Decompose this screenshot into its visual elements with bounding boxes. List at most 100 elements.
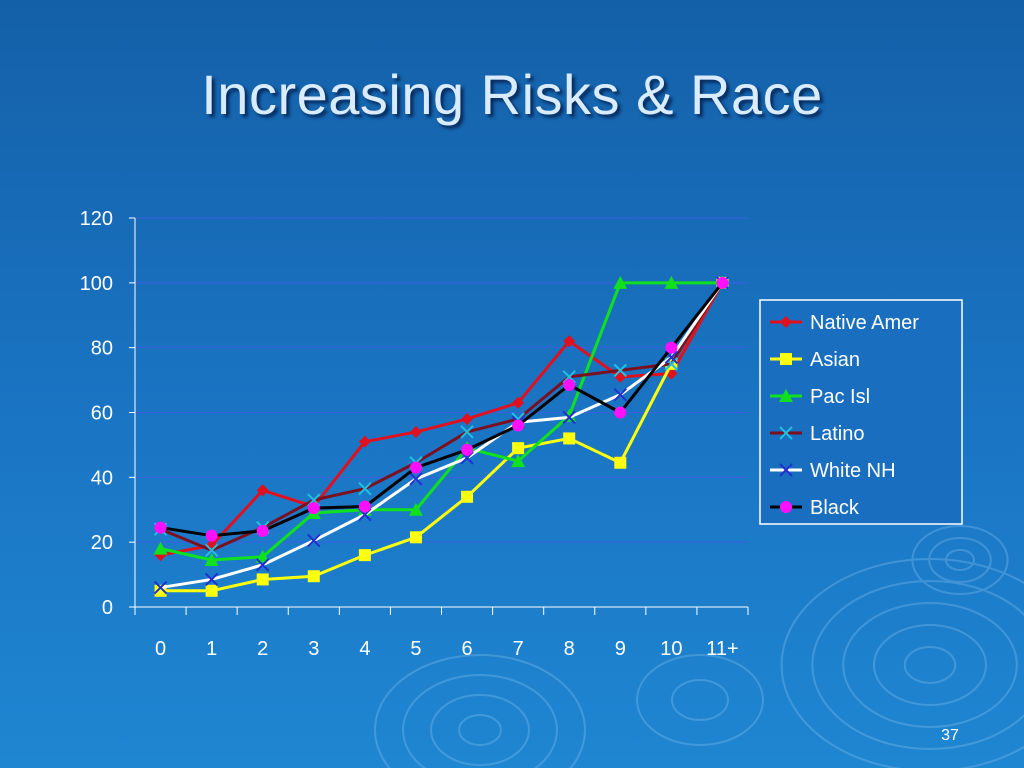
data-point — [563, 378, 576, 391]
data-point — [255, 549, 270, 563]
legend-label: Pac Isl — [810, 386, 870, 408]
data-point — [512, 442, 525, 455]
legend-item-black: Black — [770, 497, 860, 519]
data-point — [204, 572, 219, 587]
x-tick-label: 7 — [513, 638, 524, 660]
data-point — [256, 573, 269, 586]
data-point — [409, 425, 422, 438]
x-tick-label: 11+ — [706, 638, 738, 660]
x-tick-label: 9 — [615, 638, 626, 660]
data-point — [613, 387, 627, 402]
data-point — [204, 543, 219, 557]
series-line — [160, 282, 724, 593]
y-tick-label: 40 — [91, 467, 113, 489]
data-point — [204, 552, 219, 566]
data-point — [664, 275, 679, 289]
x-tick-label: 4 — [359, 638, 370, 660]
data-point — [512, 419, 525, 432]
data-point — [153, 541, 168, 555]
data-point — [256, 524, 269, 537]
data-point — [511, 454, 526, 468]
ripple-ring — [671, 679, 729, 721]
x-tick-label: 1 — [206, 638, 217, 660]
ripple-ring — [374, 654, 586, 768]
y-tick-label: 60 — [91, 403, 113, 425]
ripple-ring — [911, 525, 1009, 595]
data-point — [358, 481, 372, 496]
series-line — [160, 281, 724, 590]
x-tick-label: 5 — [410, 638, 421, 660]
y-tick-label: 20 — [91, 532, 113, 554]
ripple-ring — [873, 624, 987, 706]
ripple-ring — [780, 558, 1024, 768]
data-point — [563, 335, 576, 348]
data-point — [665, 341, 678, 354]
legend-item-latino: Latino — [770, 423, 865, 445]
legend-item-pac-isl: Pac Isl — [770, 386, 870, 408]
x-tick-label: 6 — [461, 638, 472, 660]
legend-label: Native Amer — [810, 312, 919, 334]
data-point — [613, 275, 628, 289]
series-line — [160, 282, 724, 557]
x-tick-label: 10 — [660, 638, 682, 660]
series-line — [160, 281, 723, 562]
legend-item-white-nh: White NH — [770, 460, 896, 482]
data-point — [461, 490, 474, 503]
ripple-ring — [811, 580, 1024, 750]
ripple-ring — [430, 694, 530, 766]
page-number: 37 — [941, 727, 959, 744]
data-point — [358, 549, 371, 562]
data-point — [358, 500, 371, 513]
legend-label: Latino — [810, 423, 865, 445]
series-black — [154, 276, 729, 542]
data-point — [461, 412, 474, 425]
data-point — [460, 425, 474, 439]
ripple-decoration — [374, 525, 1024, 768]
legend-marker — [780, 316, 792, 328]
data-point — [154, 521, 167, 534]
data-point — [205, 529, 218, 542]
series-white-nh — [153, 276, 730, 595]
data-point — [563, 432, 576, 445]
data-point — [409, 472, 423, 486]
ripple-ring — [402, 674, 558, 768]
data-point — [562, 410, 576, 425]
data-point — [409, 531, 422, 544]
data-point — [358, 435, 371, 448]
legend: Native Amer Asian Pac Isl Latino White NH Bla… — [759, 299, 963, 525]
x-tick-label: 3 — [308, 638, 319, 660]
data-point — [153, 580, 168, 595]
data-point — [512, 396, 525, 409]
data-point — [307, 533, 321, 548]
series-line — [160, 281, 724, 538]
legend-label: Black — [810, 497, 860, 519]
legend-marker — [779, 426, 793, 440]
legend-box — [759, 299, 963, 525]
data-point — [408, 502, 423, 516]
x-tick-label: 0 — [155, 638, 166, 660]
legend-marker — [780, 501, 792, 513]
legend-label: White NH — [810, 460, 896, 482]
y-tick-label: 120 — [80, 208, 113, 230]
data-point — [409, 461, 422, 474]
legend-item-native-amer: Native Amer — [770, 312, 919, 334]
legend-marker — [779, 389, 793, 402]
data-point — [461, 443, 474, 456]
data-point — [307, 570, 320, 583]
slide-title: Increasing Risks & Race — [201, 63, 823, 126]
legend-label: Asian — [810, 349, 860, 371]
data-point — [307, 502, 320, 515]
ripple-ring — [842, 602, 1018, 728]
ripple-ring — [458, 714, 502, 746]
data-point — [256, 484, 269, 497]
ripple-ring — [636, 654, 764, 746]
legend-item-asian: Asian — [770, 349, 860, 371]
y-tick-label: 0 — [102, 597, 113, 619]
x-tick-label: 2 — [257, 638, 268, 660]
ripple-ring — [903, 646, 957, 684]
data-point — [613, 363, 627, 378]
legend-marker — [779, 463, 793, 477]
series-asian — [154, 276, 729, 597]
ripple-ring — [928, 537, 992, 583]
